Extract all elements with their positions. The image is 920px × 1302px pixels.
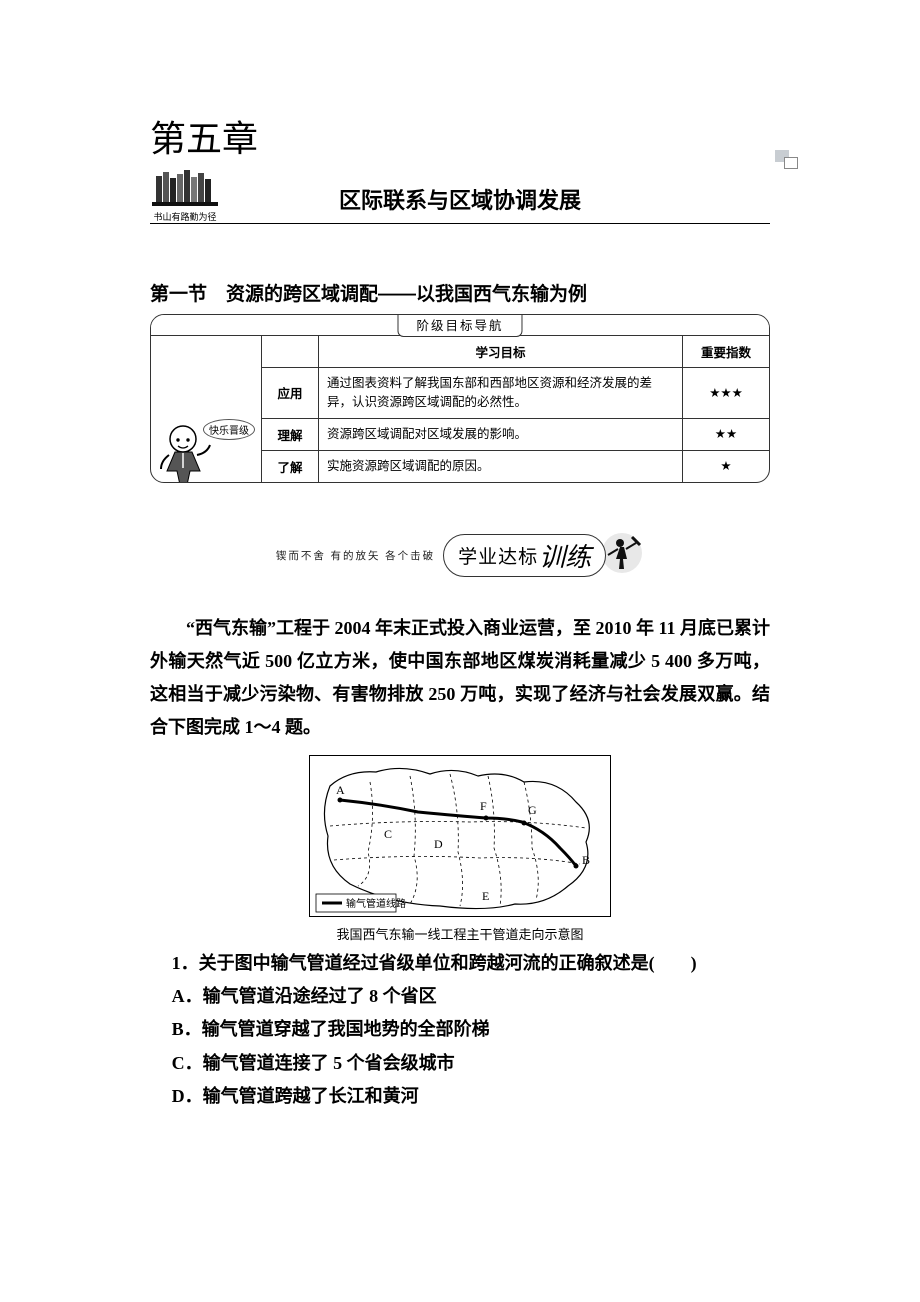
goal-cell: 实施资源跨区域调配的原因。 — [319, 450, 683, 482]
objectives-table: 快乐晋级 — [151, 336, 769, 482]
map-caption: 我国西气东输一线工程主干管道走向示意图 — [150, 924, 770, 943]
map-figure: A C D F G B E 输气管道线路 我国西气东输一线工程主干管道走向示意图 — [150, 755, 770, 943]
books-ornament: 书山有路勤为径 — [150, 168, 220, 223]
training-figure-icon — [600, 531, 644, 580]
map-label-e: E — [482, 889, 489, 903]
option-label: B — [172, 1019, 184, 1039]
map-label-b: B — [582, 853, 590, 867]
corner-decoration — [775, 150, 795, 167]
map-label-f: F — [480, 799, 487, 813]
chapter-subtitle: 区际联系与区域协调发展 — [150, 183, 770, 215]
option-b: B．输气管道穿越了我国地势的全部阶梯 — [150, 1013, 770, 1046]
question-1-stem: 1．关于图中输气管道经过省级单位和跨越河流的正确叙述是( ) — [150, 947, 770, 980]
map-legend-text: 输气管道线路 — [346, 897, 406, 910]
books-icon — [150, 168, 220, 208]
col-header-index: 重要指数 — [683, 336, 770, 368]
books-caption: 书山有路勤为径 — [150, 210, 220, 223]
training-tagline: 锲而不舍 有的放矢 各个击破 — [276, 551, 435, 562]
option-d: D．输气管道跨越了长江和黄河 — [150, 1080, 770, 1113]
col-header-goal: 学习目标 — [319, 336, 683, 368]
question-stem-text: ．关于图中输气管道经过省级单位和跨越河流的正确叙述是( ) — [181, 953, 697, 973]
option-label: C — [172, 1053, 185, 1073]
question-number: 1 — [172, 953, 181, 973]
stars-cell: ★ — [683, 450, 770, 482]
level-cell: 理解 — [262, 418, 319, 450]
training-badge: 学业达标 训练 — [443, 534, 606, 577]
option-a: A．输气管道沿途经过了 8 个省区 — [150, 980, 770, 1013]
training-label-2: 训练 — [539, 537, 591, 574]
goal-cell: 资源跨区域调配对区域发展的影响。 — [319, 418, 683, 450]
option-label: A — [172, 986, 185, 1006]
level-cell: 了解 — [262, 450, 319, 482]
map-label-d: D — [434, 837, 443, 851]
table-header-row: 快乐晋级 — [151, 336, 769, 368]
objectives-banner: 阶级目标导航 — [397, 314, 522, 337]
option-text: ．输气管道沿途经过了 8 个省区 — [185, 986, 437, 1006]
objectives-box: 阶级目标导航 快乐晋级 — [150, 314, 770, 483]
stars-cell: ★★ — [683, 418, 770, 450]
chapter-rule — [150, 223, 770, 224]
passage-text: “西气东输”工程于 2004 年末正式投入商业运营，至 2010 年 11 月底… — [150, 612, 770, 745]
training-label-1: 学业达标 — [458, 542, 538, 569]
objectives-banner-wrap: 阶级目标导航 — [151, 315, 769, 336]
training-banner: 锲而不舍 有的放矢 各个击破 学业达标 训练 — [150, 531, 770, 580]
option-text: ．输气管道穿越了我国地势的全部阶梯 — [184, 1019, 490, 1039]
page: 第五章 书山有路勤为径 区际联系与区域协调发展 第一节 资源的跨区域调配——以我… — [0, 0, 920, 1173]
map-label-c: C — [384, 827, 392, 841]
option-label: D — [172, 1086, 185, 1106]
cartoon-boy-icon — [155, 405, 215, 483]
option-c: C．输气管道连接了 5 个省会级城市 — [150, 1047, 770, 1080]
stars-cell: ★★★ — [683, 368, 770, 419]
option-text: ．输气管道跨越了长江和黄河 — [185, 1086, 419, 1106]
goal-cell: 通过图表资料了解我国东部和西部地区资源和经济发展的差异，认识资源跨区域调配的必然… — [319, 368, 683, 419]
section-title: 第一节 资源的跨区域调配——以我国西气东输为例 — [150, 279, 770, 306]
level-cell: 应用 — [262, 368, 319, 419]
option-text: ．输气管道连接了 5 个省会级城市 — [185, 1053, 455, 1073]
chapter-title: 第五章 — [150, 110, 770, 162]
map-label-g: G — [528, 803, 537, 817]
pipeline-map-icon: A C D F G B E 输气管道线路 — [309, 755, 611, 917]
map-label-a: A — [336, 783, 345, 797]
